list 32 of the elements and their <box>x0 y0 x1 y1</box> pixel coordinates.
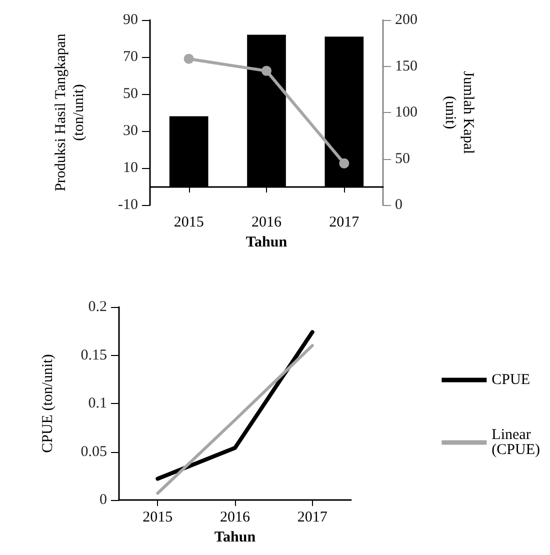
y2-tick-label: 200 <box>395 12 418 28</box>
point <box>184 54 194 64</box>
y-tick-label: 0.1 <box>88 396 107 412</box>
y-tick-label: 0 <box>100 492 107 508</box>
x-tick-label: 2016 <box>252 214 282 230</box>
y-tick-label: 50 <box>123 86 138 102</box>
y-tick-label: 90 <box>123 12 138 28</box>
x-tick-label: 2015 <box>174 214 204 230</box>
y-axis-title: Produksi Hasil Tangkapan (ton/unit) <box>53 33 87 192</box>
y2-tick-label: 150 <box>395 58 418 74</box>
y2-tick-label: 0 <box>395 197 402 213</box>
y-tick-label: 0.2 <box>88 299 107 315</box>
legend-label: CPUE <box>492 372 530 388</box>
y2-axis-title: Jumlah Kapal (unit) <box>442 71 476 154</box>
y-tick-label: 0.05 <box>80 444 107 460</box>
x-tick-label: 2017 <box>297 510 328 526</box>
point <box>339 158 350 168</box>
y-tick-label: 10 <box>123 160 138 176</box>
y-tick-label: -10 <box>118 197 138 213</box>
y-tick-label: 70 <box>123 49 138 65</box>
y2-tick-label: 50 <box>395 150 410 167</box>
y-axis-title: CPUE (ton/unit) <box>40 354 56 453</box>
x-tick-label: 2017 <box>329 214 360 230</box>
legend-label: Linear (CPUE) <box>492 427 540 458</box>
y-tick-label: 0.15 <box>80 347 107 364</box>
point <box>262 66 272 76</box>
x-axis-title: Tahun <box>246 234 288 250</box>
y-tick-label: 30 <box>123 123 138 139</box>
x-tick-label: 2015 <box>142 510 173 526</box>
x-tick-label: 2016 <box>220 510 250 526</box>
x-axis-title: Tahun <box>214 530 256 546</box>
y2-tick-label: 100 <box>395 104 418 120</box>
